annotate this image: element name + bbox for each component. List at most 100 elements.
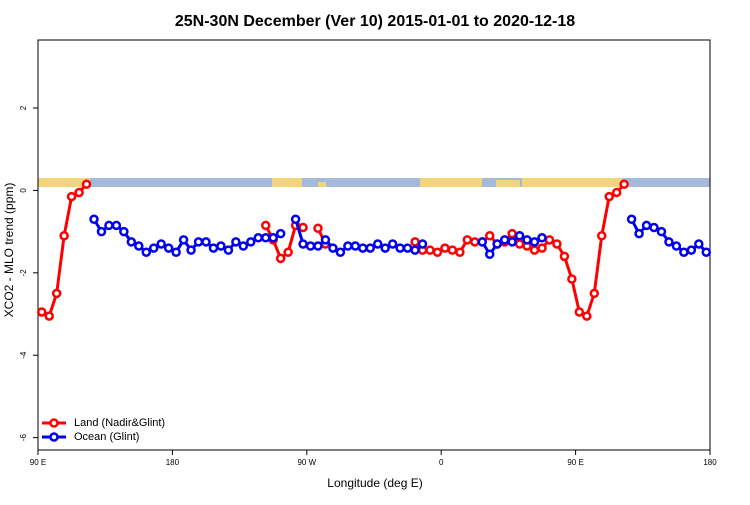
data-point [111,220,122,231]
data-point [671,241,682,251]
data-point [679,247,689,257]
data-point [582,311,592,321]
data-point [522,235,532,245]
data-point [470,237,480,247]
data-point [178,235,189,245]
data-point [664,237,674,247]
data-point [694,239,704,249]
data-point [290,214,301,224]
data-point [514,239,525,249]
data-point [335,247,346,257]
data-point [537,233,547,243]
data-point [619,179,629,189]
data-point [529,245,540,255]
data-point [417,239,428,249]
data-point [589,288,600,299]
data-point [559,251,570,262]
data-point [537,243,547,253]
data-point [305,241,316,251]
data-point [51,288,62,299]
data-point [626,214,637,224]
data-point [656,226,667,237]
data-point [275,253,286,264]
y-tick-label: 0 [19,188,28,193]
plot-frame [37,39,711,451]
x-tick-label: 90 W [297,458,316,467]
data-point [387,239,398,249]
legend: Land (Nadir&Glint) Ocean (Glint) [42,417,165,443]
data-point [44,311,54,321]
data-point [649,222,659,233]
data-point [484,249,495,260]
data-point [313,223,323,234]
data-point [701,247,712,257]
data-point [134,241,144,251]
legend-marker [49,418,59,428]
data-point [402,243,413,253]
data-point [141,247,152,257]
data-point [186,245,196,255]
legend-label: Ocean (Glint) [74,431,139,443]
y-tick-label: -4 [19,351,28,359]
y-axis-label: XCO2 - MLO trend (ppm) [2,183,16,318]
data-point [260,220,271,231]
y-tick-label: -2 [19,269,28,277]
x-tick-label: 180 [703,458,717,467]
data-point [193,237,204,247]
x-tick-label: 90 E [30,458,46,467]
data-point [410,237,420,247]
data-point [201,237,211,247]
chart-title: 25N-30N December (Ver 10) 2015-01-01 to … [175,13,575,30]
data-point [425,245,435,255]
y-tick-label: -6 [19,434,28,442]
x-tick-label: 90 E [567,458,583,467]
data-point [238,241,249,251]
data-point [611,187,622,198]
data-point [641,220,652,231]
legend-label: Land (Nadir&Glint) [74,417,165,429]
data-point [395,243,405,253]
data-point [343,241,353,251]
data-point [74,187,84,198]
data-point [246,237,256,247]
data-point [208,243,219,253]
data-point [686,245,697,255]
data-point [604,191,614,202]
data-point [253,233,264,243]
data-point [477,237,488,247]
data-point [567,274,577,284]
data-point [350,241,361,251]
data-point [275,228,286,239]
data-point [529,237,540,247]
data-point [104,220,114,231]
data-point [358,243,368,253]
data-point [66,191,77,202]
data-point [260,233,271,243]
data-point [328,243,338,253]
data-point [89,214,99,224]
land-ocean-strip [38,178,710,187]
data-point [119,226,129,237]
data-point [231,237,241,247]
data-point [484,230,495,241]
data-point [447,245,458,255]
data-point [171,247,181,257]
data-point [380,243,390,253]
x-tick-label: 180 [166,458,180,467]
legend-marker [49,432,59,442]
data-point [492,239,502,249]
data-point [313,241,323,251]
data-point [507,228,517,239]
data-point [440,243,450,253]
data-point [634,228,644,239]
data-point [36,307,47,317]
data-point [163,243,174,253]
data-point [96,226,107,237]
data-point [544,235,555,245]
data-point [455,247,465,257]
data-point [268,233,278,243]
data-point [372,239,383,249]
data-point [365,243,376,253]
data-point [514,230,525,241]
